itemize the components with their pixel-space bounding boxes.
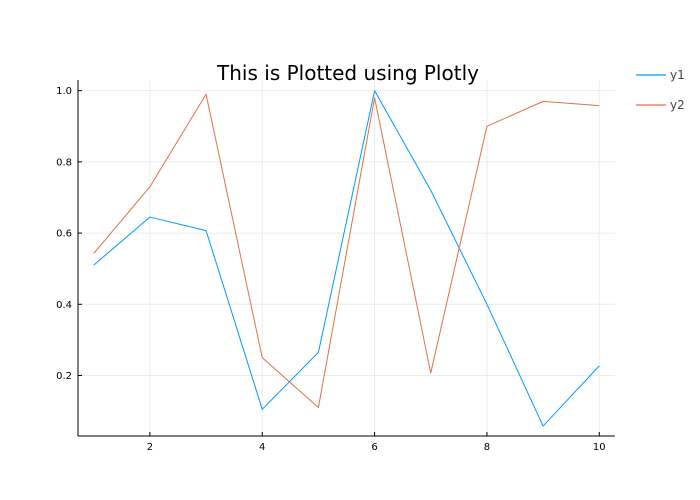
x-tick-label: 4 xyxy=(259,442,265,453)
y-tick-label: 0.8 xyxy=(56,157,72,168)
legend-label: y2 xyxy=(670,98,685,112)
y-tick-label: 0.6 xyxy=(56,229,72,240)
legend-item-y1[interactable]: y1 xyxy=(636,68,685,82)
legend-label: y1 xyxy=(670,68,685,82)
legend-item-y2[interactable]: y2 xyxy=(636,98,685,112)
series-line-y2 xyxy=(93,93,600,409)
axes: 2 4 6 8 10 0.2 0.4 0.6 0.8 1.0 xyxy=(56,80,615,453)
y-tick-label: 0.2 xyxy=(56,371,72,382)
x-tick-label: 6 xyxy=(371,442,377,453)
x-tick-label: 8 xyxy=(484,442,490,453)
y-tick-label: 1.0 xyxy=(56,86,72,97)
grid xyxy=(78,80,615,436)
x-tick-label: 10 xyxy=(593,442,606,453)
x-tick-label: 2 xyxy=(147,442,153,453)
series-line-y1 xyxy=(93,90,600,427)
legend: y1 y2 xyxy=(636,68,685,112)
series-lines xyxy=(93,90,600,427)
y-tick-label: 0.4 xyxy=(56,300,72,311)
chart-title: This is Plotted using Plotly xyxy=(216,61,479,85)
